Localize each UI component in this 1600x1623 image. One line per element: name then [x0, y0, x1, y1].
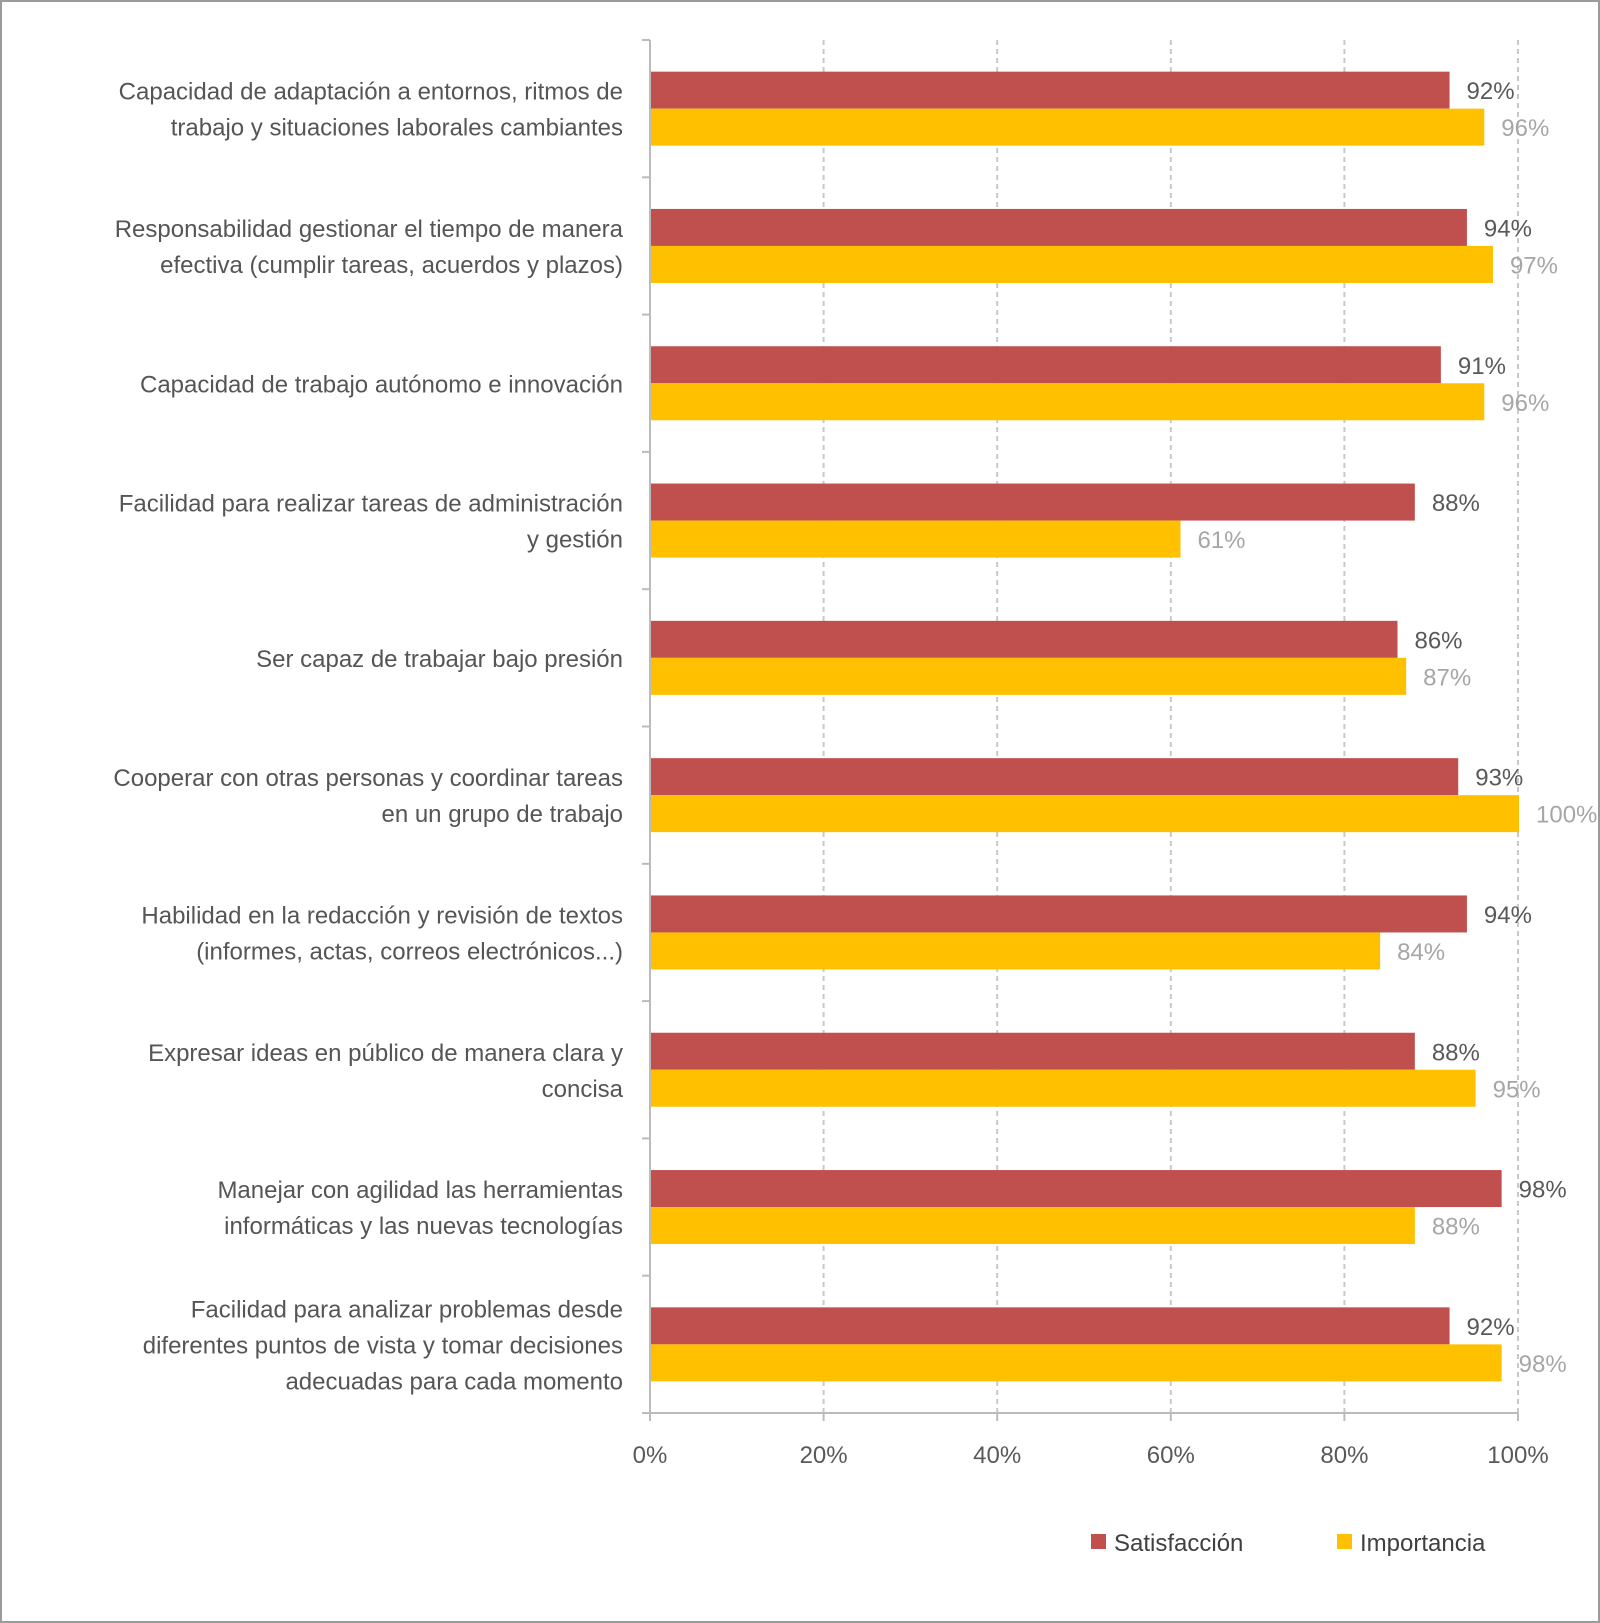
data-label: 87% [1423, 664, 1471, 691]
category-label: Facilidad para analizar problemas desde [191, 1296, 623, 1323]
data-label: 92% [1467, 78, 1515, 105]
category-label: trabajo y situaciones laborales cambiant… [171, 115, 623, 142]
category-label: Expresar ideas en público de manera clar… [148, 1040, 623, 1067]
data-label: 96% [1501, 115, 1549, 142]
category-label: (informes, actas, correos electrónicos..… [196, 938, 623, 965]
bar-importancia [651, 1344, 1502, 1382]
category-label: concisa [542, 1076, 624, 1103]
category-label: Capacidad de trabajo autónomo e innovaci… [140, 371, 623, 398]
bar-satisfacción [651, 895, 1467, 933]
x-tick-label: 40% [973, 1442, 1021, 1469]
category-label: Manejar con agilidad las herramientas [217, 1177, 623, 1204]
x-tick-label: 20% [800, 1442, 848, 1469]
legend-label: Importancia [1360, 1530, 1486, 1557]
data-label: 93% [1475, 765, 1523, 792]
legend-label: Satisfacción [1114, 1530, 1243, 1557]
data-label: 92% [1467, 1314, 1515, 1341]
data-label: 94% [1484, 215, 1532, 242]
bar-importancia [651, 1069, 1476, 1107]
category-label: Habilidad en la redacción y revisión de … [141, 902, 623, 929]
bar-satisfacción [651, 1032, 1415, 1070]
data-label: 88% [1432, 1214, 1480, 1241]
bar-importancia [651, 383, 1485, 421]
category-label: en un grupo de trabajo [381, 801, 623, 828]
bar-satisfacción [651, 346, 1441, 384]
x-tick-label: 60% [1147, 1442, 1195, 1469]
category-label: adecuadas para cada momento [285, 1368, 623, 1395]
bar-satisfacción [651, 208, 1467, 246]
bar-satisfacción [651, 1170, 1502, 1208]
data-label: 96% [1501, 390, 1549, 417]
bar-satisfacción [651, 1307, 1450, 1345]
data-label: 84% [1397, 939, 1445, 966]
x-tick-label: 100% [1487, 1442, 1548, 1469]
bar-importancia [651, 932, 1381, 970]
category-label: Responsabilidad gestionar el tiempo de m… [115, 216, 624, 243]
legend-swatch [1091, 1534, 1106, 1549]
data-label: 97% [1510, 252, 1558, 279]
data-label: 88% [1432, 490, 1480, 517]
bar-importancia [651, 108, 1485, 146]
data-label: 95% [1493, 1076, 1541, 1103]
x-tick-label: 80% [1320, 1442, 1368, 1469]
bar-satisfacción [651, 483, 1415, 521]
category-label: efectiva (cumplir tareas, acuerdos y pla… [160, 252, 623, 279]
data-label: 86% [1414, 627, 1462, 654]
bar-satisfacción [651, 620, 1398, 658]
bar-satisfacción [651, 71, 1450, 109]
bar-importancia [651, 245, 1493, 283]
category-label: diferentes puntos de vista y tomar decis… [143, 1332, 623, 1359]
category-label: Capacidad de adaptación a entornos, ritm… [119, 79, 623, 106]
data-label: 88% [1432, 1039, 1480, 1066]
category-label: Facilidad para realizar tareas de admini… [119, 491, 623, 518]
category-label: Ser capaz de trabajar bajo presión [256, 646, 623, 673]
bar-importancia [651, 1207, 1415, 1245]
bar-satisfacción [651, 758, 1459, 796]
category-label: y gestión [527, 527, 623, 554]
data-label: 94% [1484, 902, 1532, 929]
category-label: informáticas y las nuevas tecnologías [224, 1213, 623, 1240]
data-label: 100% [1536, 802, 1597, 829]
bar-importancia [651, 520, 1181, 558]
data-label: 98% [1519, 1351, 1567, 1378]
legend-swatch [1337, 1534, 1352, 1549]
bar-importancia [651, 657, 1407, 695]
data-label: 61% [1197, 527, 1245, 554]
x-tick-label: 0% [633, 1442, 668, 1469]
category-label: Cooperar con otras personas y coordinar … [113, 765, 623, 792]
bar-importancia [651, 795, 1519, 833]
data-label: 98% [1519, 1177, 1567, 1204]
data-label: 91% [1458, 353, 1506, 380]
